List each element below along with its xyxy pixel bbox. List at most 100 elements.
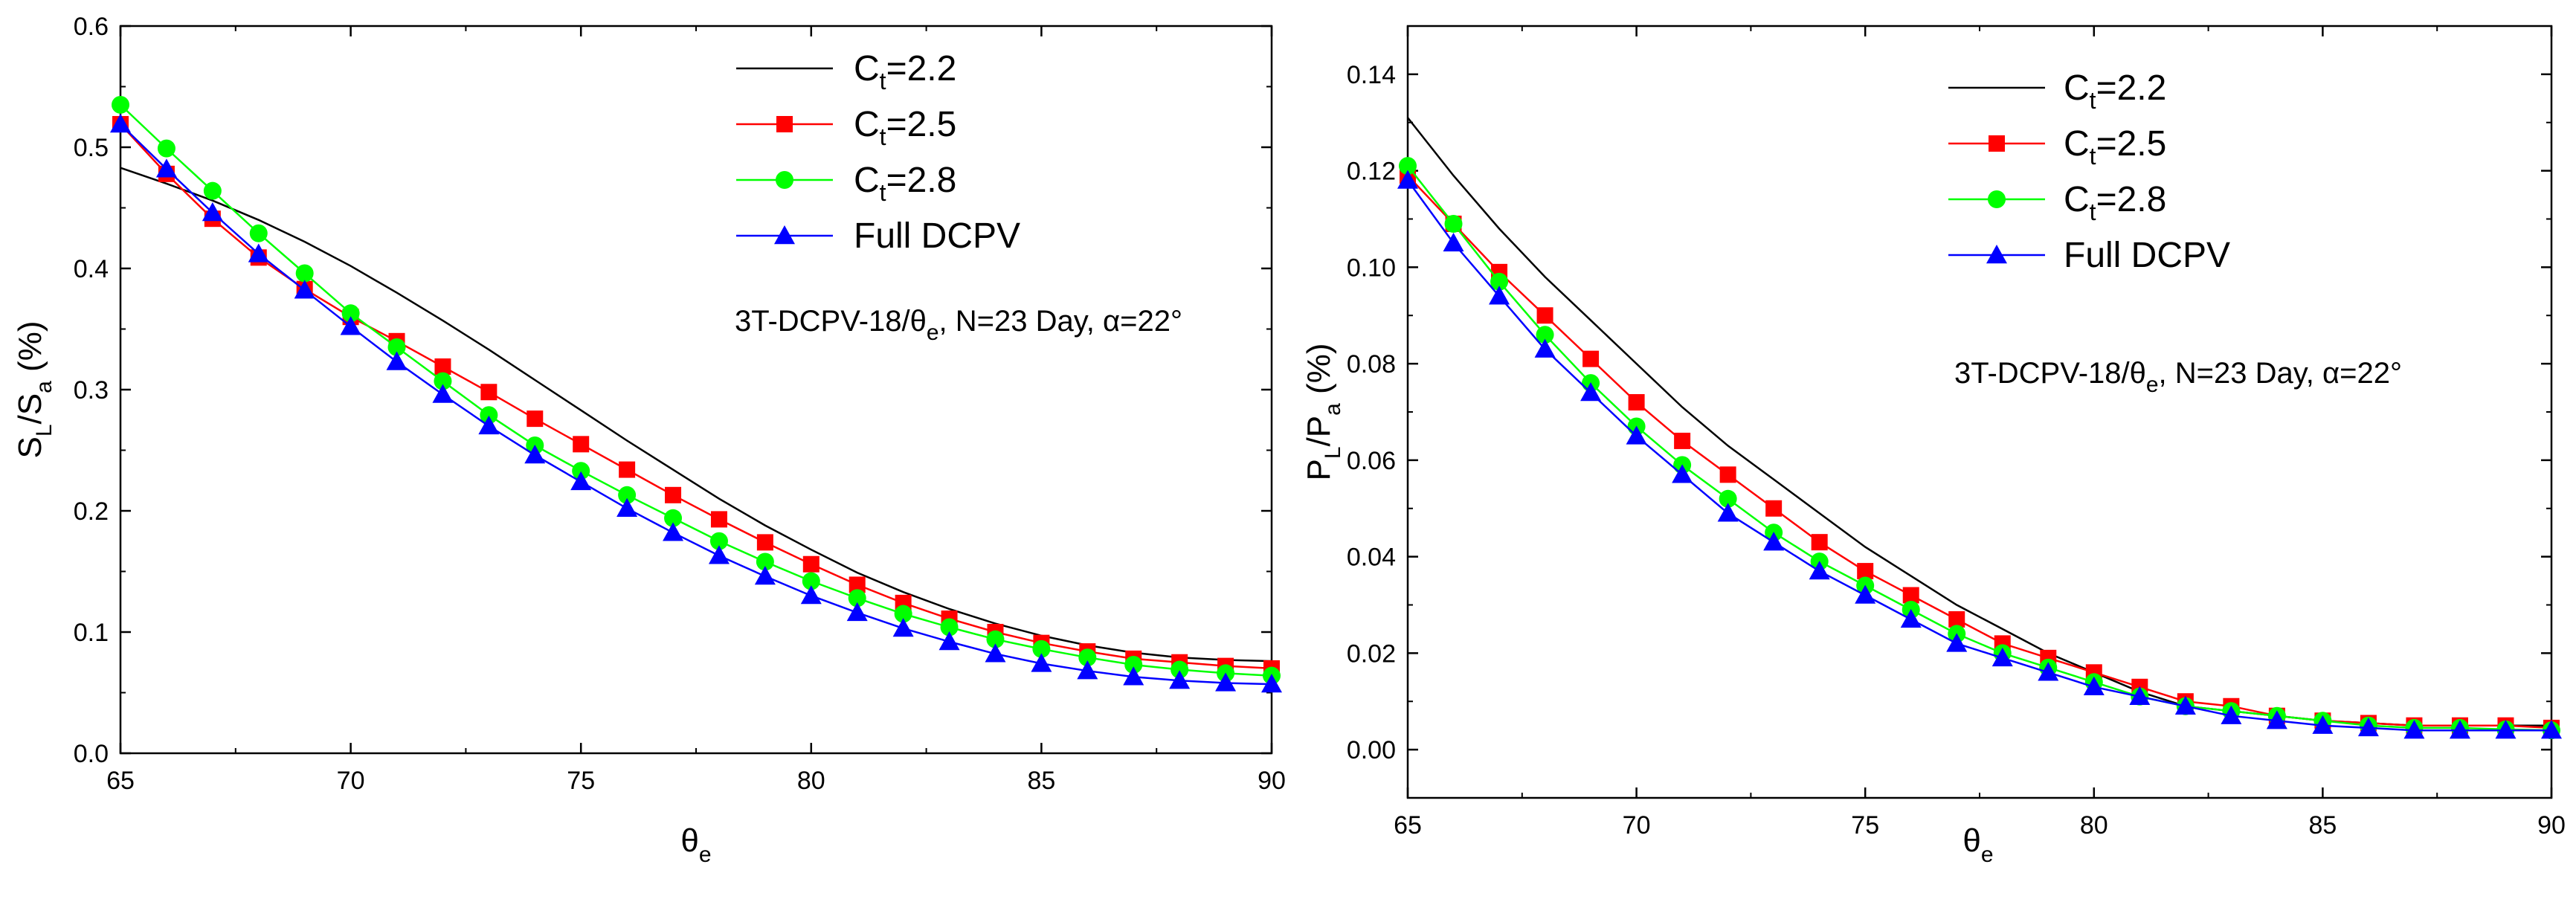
data-point [1536,307,1553,324]
data-point [665,486,682,503]
data-point [2266,710,2287,729]
data-point [572,462,590,480]
legend-marker [774,225,795,245]
x-axis-title-sub: e [1981,842,1994,867]
series-4 [1397,170,2562,739]
legend-label-main: Full DCPV [2064,236,2230,275]
legend-label-sub: t [2090,199,2096,225]
data-point [1626,425,1647,445]
series-1 [1407,117,2551,726]
legend-label-main: C [2064,124,2090,164]
legend-label-sub: t [2090,143,2096,170]
series-line [120,167,1272,663]
series-line [120,123,1272,686]
data-point [203,181,222,200]
data-point [573,436,590,453]
y-tick-label: 0.1 [74,619,109,647]
data-point [480,384,498,401]
data-point [1900,608,1922,628]
data-point [480,406,498,425]
y-axis-title-mid: /S [12,393,48,425]
legend-label-main: C [2064,180,2090,219]
legend-label-main: C [854,161,880,200]
annotation-post: , N=23 Day, α=22° [2159,357,2402,390]
legend-entry-1: Ct=2.2 [1948,68,2166,114]
data-point [2038,662,2059,681]
annotation-post: , N=23 Day, α=22° [939,305,1182,338]
y-tick-label: 0.4 [74,255,109,283]
x-axis-title-sub: e [699,842,712,867]
data-point [432,384,454,403]
data-point [756,534,773,551]
data-point [1811,534,1828,551]
plot-frame [1406,25,2553,799]
data-point [155,158,177,178]
data-point [1765,500,1783,517]
data-point [846,602,868,622]
legend-label-sub: t [880,123,886,150]
legend-label-main: C [2064,68,2090,108]
data-point [1078,648,1097,667]
data-point [2174,695,2196,715]
data-point [341,304,360,323]
legend-label: Ct=2.8 [2064,180,2166,225]
data-point [2449,720,2470,739]
legend-label: Ct=2.5 [854,105,956,150]
data-point [2403,720,2425,739]
data-point [710,511,727,528]
x-tick-label: 85 [2308,811,2337,840]
data-point [434,358,451,376]
legend-marker [1986,245,2007,264]
legend-entry-3: Ct=2.8 [1948,180,2166,225]
data-point [802,572,820,590]
data-point [1719,489,1737,508]
data-point [249,224,268,242]
data-point [2083,676,2105,695]
series-1 [120,167,1272,663]
y-tick-label: 0.14 [1347,61,1396,89]
data-point [940,618,959,637]
data-point [527,410,544,428]
data-point [849,576,866,593]
legend-label-tail: =2.2 [886,49,957,88]
legend-label: Ct=2.2 [2064,68,2166,114]
annotation-pre: 3T-DCPV-18/θ [735,305,927,338]
data-point [1399,157,1417,175]
y-axis-title-main: P [1301,459,1337,480]
data-point [800,585,822,605]
x-tick-label: 80 [797,767,825,795]
y-axis-title-sub1: L [1321,446,1345,459]
y-tick-label: 0.08 [1347,350,1396,378]
x-tick-label: 70 [337,767,365,795]
y-tick-label: 0.02 [1347,639,1396,668]
legend-label-sub: t [880,179,886,206]
data-point [1763,532,1785,551]
data-point [2221,705,2242,724]
data-point [1946,633,1968,652]
series-line [120,123,1272,670]
data-point [2495,720,2517,739]
y-axis-title-tail: (%) [1301,344,1337,404]
x-axis-title: θe [1962,822,1993,867]
series-2 [112,116,1280,677]
legend-marker [776,171,793,189]
x-tick-label: 70 [1623,811,1651,840]
legend-entry-2: Ct=2.5 [736,105,956,150]
annotation-sub: e [2146,373,2159,397]
data-point [1948,610,1965,628]
y-tick-label: 0.04 [1347,544,1396,572]
x-axis-title-main: θ [1962,822,1980,859]
data-point [938,631,960,651]
data-point [664,509,683,527]
y-axis-title-mid: /P [1301,416,1337,447]
data-point [1809,561,1830,580]
data-point [1169,670,1191,689]
legend-entry-2: Ct=2.5 [1948,124,2166,170]
x-axis-title: θe [680,822,711,867]
data-point [202,202,223,222]
data-point [1719,466,1736,483]
x-tick-label: 75 [567,767,595,795]
y-axis-title-tail: (%) [12,321,48,381]
legend-label: Ct=2.5 [2064,124,2166,170]
series-line [120,103,1272,677]
